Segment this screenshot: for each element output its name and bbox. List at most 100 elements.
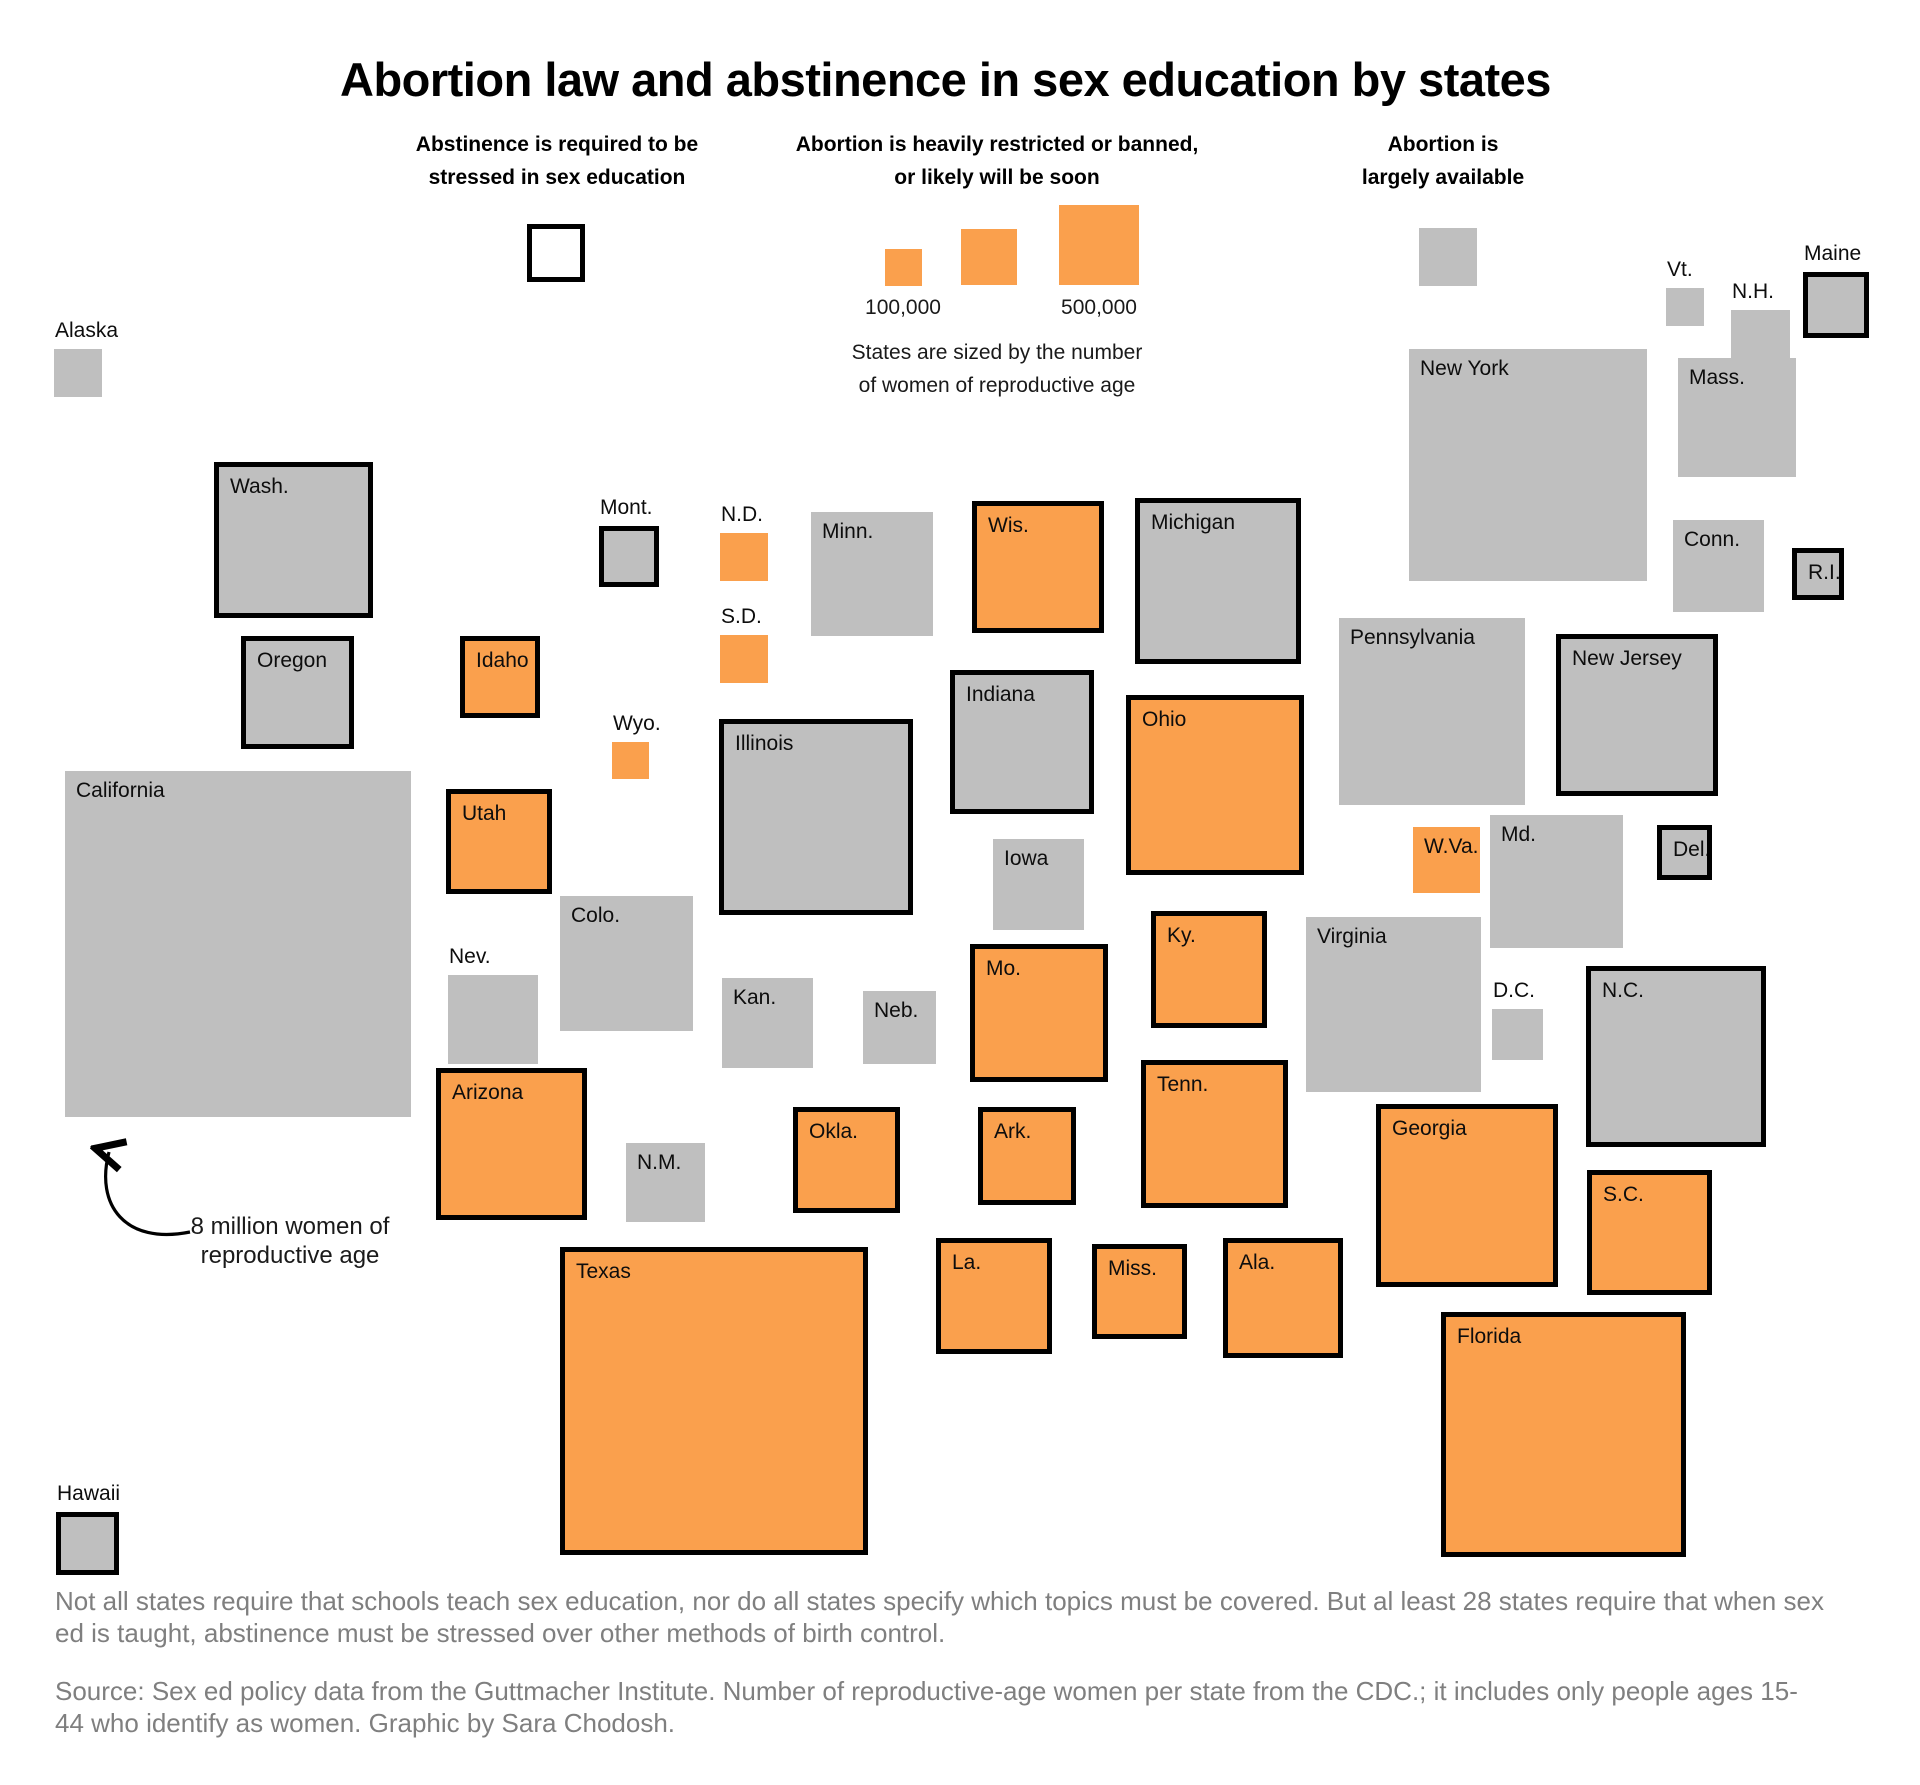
state-label-massachusetts: Mass. — [1689, 366, 1746, 389]
state-square-colorado: Colo. — [560, 896, 693, 1031]
state-label-missouri: Mo. — [986, 957, 1022, 980]
legend-restricted-line2: or likely will be soon — [894, 166, 1100, 189]
state-label-california: California — [76, 779, 165, 802]
state-square-delaware: Del. — [1657, 825, 1712, 880]
state-label-rhode-island: R.I. — [1808, 561, 1839, 584]
state-square-maryland: Md. — [1490, 815, 1623, 948]
legend-size-swatch-large — [1059, 205, 1139, 285]
state-label-arizona: Arizona — [452, 1081, 524, 1104]
footer-note-line2: ed is taught, abstinence must be stresse… — [55, 1618, 946, 1648]
state-square-nebraska: Neb. — [863, 991, 936, 1064]
state-square-wisconsin: Wis. — [972, 501, 1104, 633]
legend-available-heading: Abortion is largely available — [1293, 128, 1593, 194]
state-square-arizona: Arizona — [436, 1068, 587, 1220]
state-square-wyoming — [612, 742, 649, 779]
legend-abstinence-line2: stressed in sex education — [428, 166, 686, 189]
state-label-michigan: Michigan — [1151, 511, 1236, 534]
state-square-michigan: Michigan — [1135, 498, 1301, 664]
footer-source-line2: 44 who identify as women. Graphic by Sar… — [55, 1708, 676, 1738]
state-label-iowa: Iowa — [1004, 847, 1049, 870]
state-label-connecticut: Conn. — [1684, 528, 1741, 551]
legend-abstinence-swatch — [527, 224, 585, 282]
state-label-delaware: Del. — [1673, 838, 1707, 861]
state-square-missouri: Mo. — [970, 944, 1108, 1082]
state-square-california: California — [65, 771, 411, 1117]
state-square-rhode-island: R.I. — [1792, 548, 1844, 600]
state-label-maine: Maine — [1804, 242, 1862, 265]
legend-abstinence-heading: Abstinence is required to be stressed in… — [357, 128, 757, 194]
state-square-alabama: Ala. — [1223, 1238, 1343, 1358]
state-square-utah: Utah — [446, 789, 552, 894]
state-square-indiana: Indiana — [950, 670, 1094, 814]
state-square-tennessee: Tenn. — [1141, 1060, 1288, 1208]
state-square-south-carolina: S.C. — [1587, 1170, 1712, 1295]
state-label-alaska: Alaska — [55, 319, 119, 342]
annotation-callout: 8 million women of reproductive age — [135, 1212, 445, 1270]
state-label-district-of-columbia: D.C. — [1493, 979, 1535, 1002]
annotation-line2: reproductive age — [200, 1242, 380, 1269]
state-label-new-york: New York — [1420, 357, 1509, 380]
state-square-new-hampshire — [1731, 310, 1790, 369]
state-label-alabama: Ala. — [1239, 1251, 1276, 1274]
state-label-west-virginia: W.Va. — [1424, 835, 1479, 858]
legend-size-swatch-small — [885, 249, 922, 286]
state-square-new-york: New York — [1409, 349, 1647, 581]
state-label-indiana: Indiana — [966, 683, 1035, 706]
state-square-connecticut: Conn. — [1673, 520, 1764, 612]
state-square-new-jersey: New Jersey — [1556, 634, 1718, 796]
state-label-maryland: Md. — [1501, 823, 1537, 846]
state-square-ohio: Ohio — [1126, 695, 1304, 875]
legend-size-caption-line1: States are sized by the number — [851, 341, 1143, 364]
state-label-vermont: Vt. — [1667, 258, 1693, 281]
state-label-texas: Texas — [576, 1260, 631, 1283]
legend-size-swatch-medium — [961, 229, 1017, 285]
footer-note-line1: Not all states require that schools teac… — [55, 1586, 1824, 1616]
state-square-oklahoma: Okla. — [793, 1107, 900, 1213]
legend-size-label-large: 500,000 — [1061, 296, 1137, 319]
state-square-new-mexico: N.M. — [626, 1143, 705, 1222]
state-label-north-carolina: N.C. — [1602, 979, 1644, 1002]
state-label-new-mexico: N.M. — [637, 1151, 682, 1174]
state-square-west-virginia: W.Va. — [1413, 827, 1480, 893]
state-square-district-of-columbia — [1492, 1009, 1543, 1060]
state-label-virginia: Virginia — [1317, 925, 1387, 948]
legend-size-caption: States are sized by the number of women … — [797, 336, 1197, 402]
state-label-oregon: Oregon — [257, 649, 328, 672]
legend-abstinence-line1: Abstinence is required to be — [415, 133, 699, 156]
state-label-kansas: Kan. — [733, 986, 777, 1009]
state-square-vermont — [1666, 288, 1704, 326]
state-label-montana: Mont. — [600, 496, 653, 519]
state-label-nebraska: Neb. — [874, 999, 919, 1022]
legend-restricted-line1: Abortion is heavily restricted or banned… — [795, 133, 1199, 156]
state-label-colorado: Colo. — [571, 904, 621, 927]
state-label-north-dakota: N.D. — [721, 503, 763, 526]
state-square-north-dakota — [720, 533, 768, 581]
state-square-illinois: Illinois — [719, 719, 913, 915]
state-label-new-hampshire: N.H. — [1732, 280, 1774, 303]
legend-size-label-small: 100,000 — [865, 296, 941, 319]
state-square-alaska — [54, 349, 102, 397]
state-label-minnesota: Minn. — [822, 520, 874, 543]
state-square-montana — [599, 526, 659, 587]
state-label-tennessee: Tenn. — [1157, 1073, 1209, 1096]
state-square-minnesota: Minn. — [811, 512, 933, 636]
state-label-illinois: Illinois — [735, 732, 794, 755]
state-square-pennsylvania: Pennsylvania — [1339, 618, 1525, 805]
state-square-louisiana: La. — [936, 1238, 1052, 1354]
state-square-north-carolina: N.C. — [1586, 966, 1766, 1147]
legend-available-line1: Abortion is — [1387, 133, 1499, 156]
state-square-kentucky: Ky. — [1151, 911, 1267, 1028]
state-label-utah: Utah — [462, 802, 507, 825]
state-square-washington: Wash. — [214, 462, 373, 618]
state-square-hawaii — [56, 1512, 119, 1575]
state-square-virginia: Virginia — [1306, 917, 1481, 1092]
state-label-wyoming: Wyo. — [613, 712, 661, 735]
state-square-south-dakota — [720, 635, 768, 683]
state-square-idaho: Idaho — [460, 636, 540, 718]
state-label-hawaii: Hawaii — [57, 1482, 121, 1505]
annotation-line1: 8 million women of — [190, 1213, 390, 1240]
state-label-south-dakota: S.D. — [721, 605, 762, 628]
state-label-florida: Florida — [1457, 1325, 1522, 1348]
state-label-oklahoma: Okla. — [809, 1120, 859, 1143]
